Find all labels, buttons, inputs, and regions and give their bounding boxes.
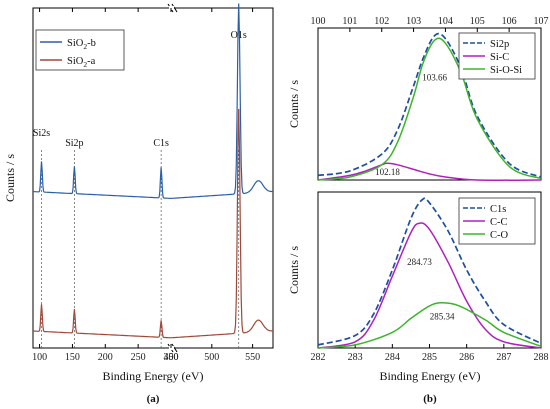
series-line-sio2-b	[33, 3, 273, 199]
panel-b-top-legend: Si2p Si-C Si-O-Si	[458, 32, 536, 80]
panel-b-top-frame	[317, 27, 542, 181]
panel-b-top-x-ticks: 100 101 102 103 104 105 106 107	[311, 16, 549, 32]
panel-b-top-series	[317, 32, 542, 181]
legend-label-sio2-b: SiO2-b	[67, 38, 96, 51]
x-tick-label: 283	[348, 352, 363, 363]
legend-label: C-C	[490, 217, 508, 228]
panel-a-x-tick-label: 550	[245, 352, 260, 363]
peak-value-label: 102.18	[375, 167, 400, 177]
x-tick-label: 287	[496, 352, 511, 363]
panel-a-x-tick-label: 300	[164, 352, 179, 363]
x-tick-label: 285	[422, 352, 437, 363]
series-line-c-c	[317, 222, 542, 349]
panel-b-bottom-legend: C1s C-C C-O	[458, 197, 536, 245]
panel-a-peak-label: C1s	[153, 138, 169, 149]
panel-b-bottom-series	[317, 197, 542, 349]
peak-value-label: 284.73	[407, 257, 432, 267]
legend-label: Si2p	[490, 39, 509, 50]
legend-label: C-O	[490, 230, 509, 241]
panel-a-peak-label: Si2p	[65, 138, 83, 149]
x-tick-label: 286	[459, 352, 474, 363]
series-line-si-o-si	[317, 37, 542, 181]
peak-value-label: 285.34	[430, 311, 455, 321]
panel-a-x-tick-label: 500	[204, 352, 219, 363]
x-tick-label: 282	[311, 352, 326, 363]
x-tick-label: 101	[342, 16, 357, 27]
legend-label-sio2-a: SiO2-a	[67, 56, 96, 69]
x-tick-label: 100	[311, 16, 326, 27]
series-line-c1s	[317, 197, 542, 346]
panel-a-label: (a)	[147, 393, 160, 405]
panel-b-x-label: Binding Energy (eV)	[379, 369, 480, 383]
x-tick-label: 102	[374, 16, 389, 27]
legend-label: Si-O-Si	[490, 65, 522, 76]
panel-a-y-label: Counts / s	[3, 154, 17, 202]
panel-b-top: 100 101 102 103 104 105 106 107 103.66 102.18 Si…	[287, 16, 549, 181]
panel-b-bottom: 282 283 284 285 286 287 288 284.73 285.34 C1s C-…	[287, 191, 549, 405]
x-tick-label: 288	[534, 352, 549, 363]
panel-a-x-label: Binding Energy (eV)	[102, 369, 203, 383]
peak-value-label: 103.66	[422, 73, 447, 83]
legend-label: Si-C	[490, 52, 509, 63]
panel-a-frame	[32, 7, 274, 349]
panel-b-bottom-peak-labels: 284.73 285.34	[407, 257, 455, 322]
panel-a-x-tick-label: 250	[131, 352, 146, 363]
panel-a-peak-label: Si2s	[33, 128, 50, 139]
panel-b-top-peak-labels: 103.66 102.18	[375, 73, 447, 177]
x-tick-label: 103	[406, 16, 421, 27]
panel-a-x-tick-label: 150	[65, 352, 80, 363]
panel-a-x-tick-label: 450	[164, 352, 179, 363]
panel-a-legend: SiO2-b SiO2-a	[35, 29, 125, 71]
panel-a-peak-label: O1s	[231, 30, 247, 41]
panel-a-peak-labels: Si2s Si2p C1s O1s	[33, 30, 247, 149]
x-tick-label: 107	[534, 16, 549, 27]
panel-b-label: (b)	[423, 393, 437, 405]
panel-b-bottom-x-ticks: 282 283 284 285 286 287 288	[311, 344, 549, 363]
x-tick-label: 104	[438, 16, 453, 27]
panel-a-x-tick-label: 100	[32, 352, 47, 363]
series-line-sio2-a	[33, 108, 273, 339]
x-tick-label: 284	[385, 352, 400, 363]
panel-b-top-y-label: Counts / s	[287, 80, 301, 128]
panel-a-reference-lines	[41, 150, 240, 348]
panel-a-x-tick-label: 200	[98, 352, 113, 363]
panel-a-series	[33, 3, 273, 339]
legend-label: C1s	[490, 204, 506, 215]
series-line-si2p	[317, 32, 542, 178]
x-tick-label: 105	[470, 16, 485, 27]
series-line-c-o	[317, 302, 542, 349]
panel-a-legend-box	[35, 29, 125, 71]
panel-b-bottom-y-label: Counts / s	[287, 246, 301, 294]
x-tick-label: 106	[502, 16, 517, 27]
series-line-si-c	[317, 162, 542, 181]
